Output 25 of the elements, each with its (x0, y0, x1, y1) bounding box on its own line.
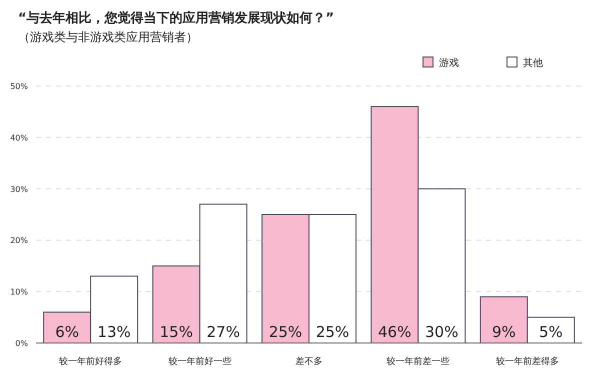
y-tick-label: 10% (10, 288, 28, 297)
x-tick-label: 较一年前差得多 (496, 356, 559, 367)
data-label: 15% (160, 323, 193, 341)
data-label: 13% (97, 323, 131, 341)
data-label: 5% (539, 323, 563, 341)
x-tick-label: 较一年前好得多 (59, 356, 122, 367)
data-label: 25% (316, 323, 350, 341)
y-tick-label: 20% (10, 236, 28, 246)
x-tick-label: 较一年前好一些 (168, 356, 232, 367)
y-tick-label: 40% (10, 133, 28, 142)
data-label: 9% (492, 323, 516, 341)
data-label: 27% (206, 323, 240, 341)
y-tick-label: 0% (15, 339, 28, 348)
y-tick-label: 30% (10, 184, 28, 194)
legend-label: 游戏 (439, 57, 459, 69)
data-label: 6% (55, 323, 79, 341)
data-label: 46% (378, 323, 412, 341)
x-tick-label: 较一年前差一些 (386, 356, 450, 367)
chart-title: “与去年相比，您觉得当下的应用营销发展现状如何？” (18, 10, 334, 26)
y-tick-label: 50% (10, 82, 28, 91)
data-label: 25% (268, 323, 302, 341)
chart-subtitle: （游戏类与非游戏类应用营销者） (18, 30, 198, 44)
legend-label: 其他 (523, 57, 543, 69)
data-label: 30% (425, 323, 458, 341)
x-tick-label: 差不多 (296, 356, 322, 367)
